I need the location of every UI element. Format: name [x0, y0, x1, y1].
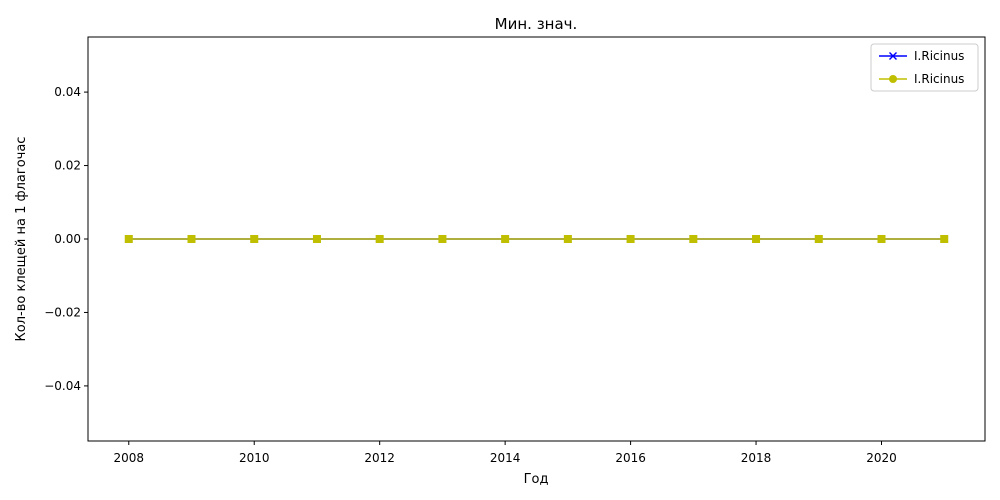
data-point-marker — [940, 235, 949, 243]
legend-entry-label: I.Ricinus — [914, 72, 964, 86]
legend: I.Ricinus I.Ricinus — [870, 43, 979, 92]
data-point-marker — [375, 235, 384, 243]
x-axis: 2008 2010 2012 2014 2016 2018 2020 — [113, 441, 897, 465]
data-point-marker — [187, 235, 196, 243]
data-point-marker — [438, 235, 447, 243]
chart-title: Мин. знач. — [495, 15, 578, 33]
y-axis-label: Кол-во клещей на 1 флагочас — [14, 137, 29, 342]
data-point-marker — [563, 235, 572, 243]
data-point-marker — [250, 235, 259, 243]
y-tick-label: 0.02 — [54, 159, 81, 173]
x-tick-label: 2018 — [741, 451, 772, 465]
legend-circle-marker — [889, 75, 897, 83]
x-tick-label: 2020 — [866, 451, 897, 465]
y-axis: −0.04 −0.02 0.00 0.02 0.04 — [44, 85, 88, 393]
data-point-marker — [689, 235, 698, 243]
y-tick-label: 0.04 — [54, 85, 81, 99]
y-tick-label: −0.02 — [44, 305, 81, 319]
x-axis-label: Год — [524, 472, 549, 487]
y-tick-label: 0.00 — [54, 232, 81, 246]
y-tick-label: −0.04 — [44, 379, 81, 393]
data-point-marker — [124, 235, 133, 243]
data-point-marker — [501, 235, 510, 243]
x-tick-label: 2016 — [615, 451, 646, 465]
data-point-marker — [877, 235, 886, 243]
x-tick-label: 2014 — [490, 451, 521, 465]
data-point-marker — [752, 235, 761, 243]
plot-area — [124, 235, 949, 243]
data-point-marker — [814, 235, 823, 243]
legend-entry-label: I.Ricinus — [914, 49, 964, 63]
data-point-marker — [626, 235, 635, 243]
x-tick-label: 2008 — [113, 451, 144, 465]
legend-x-marker — [889, 52, 897, 60]
x-tick-label: 2010 — [239, 451, 270, 465]
x-tick-label: 2012 — [364, 451, 395, 465]
data-point-marker — [312, 235, 321, 243]
